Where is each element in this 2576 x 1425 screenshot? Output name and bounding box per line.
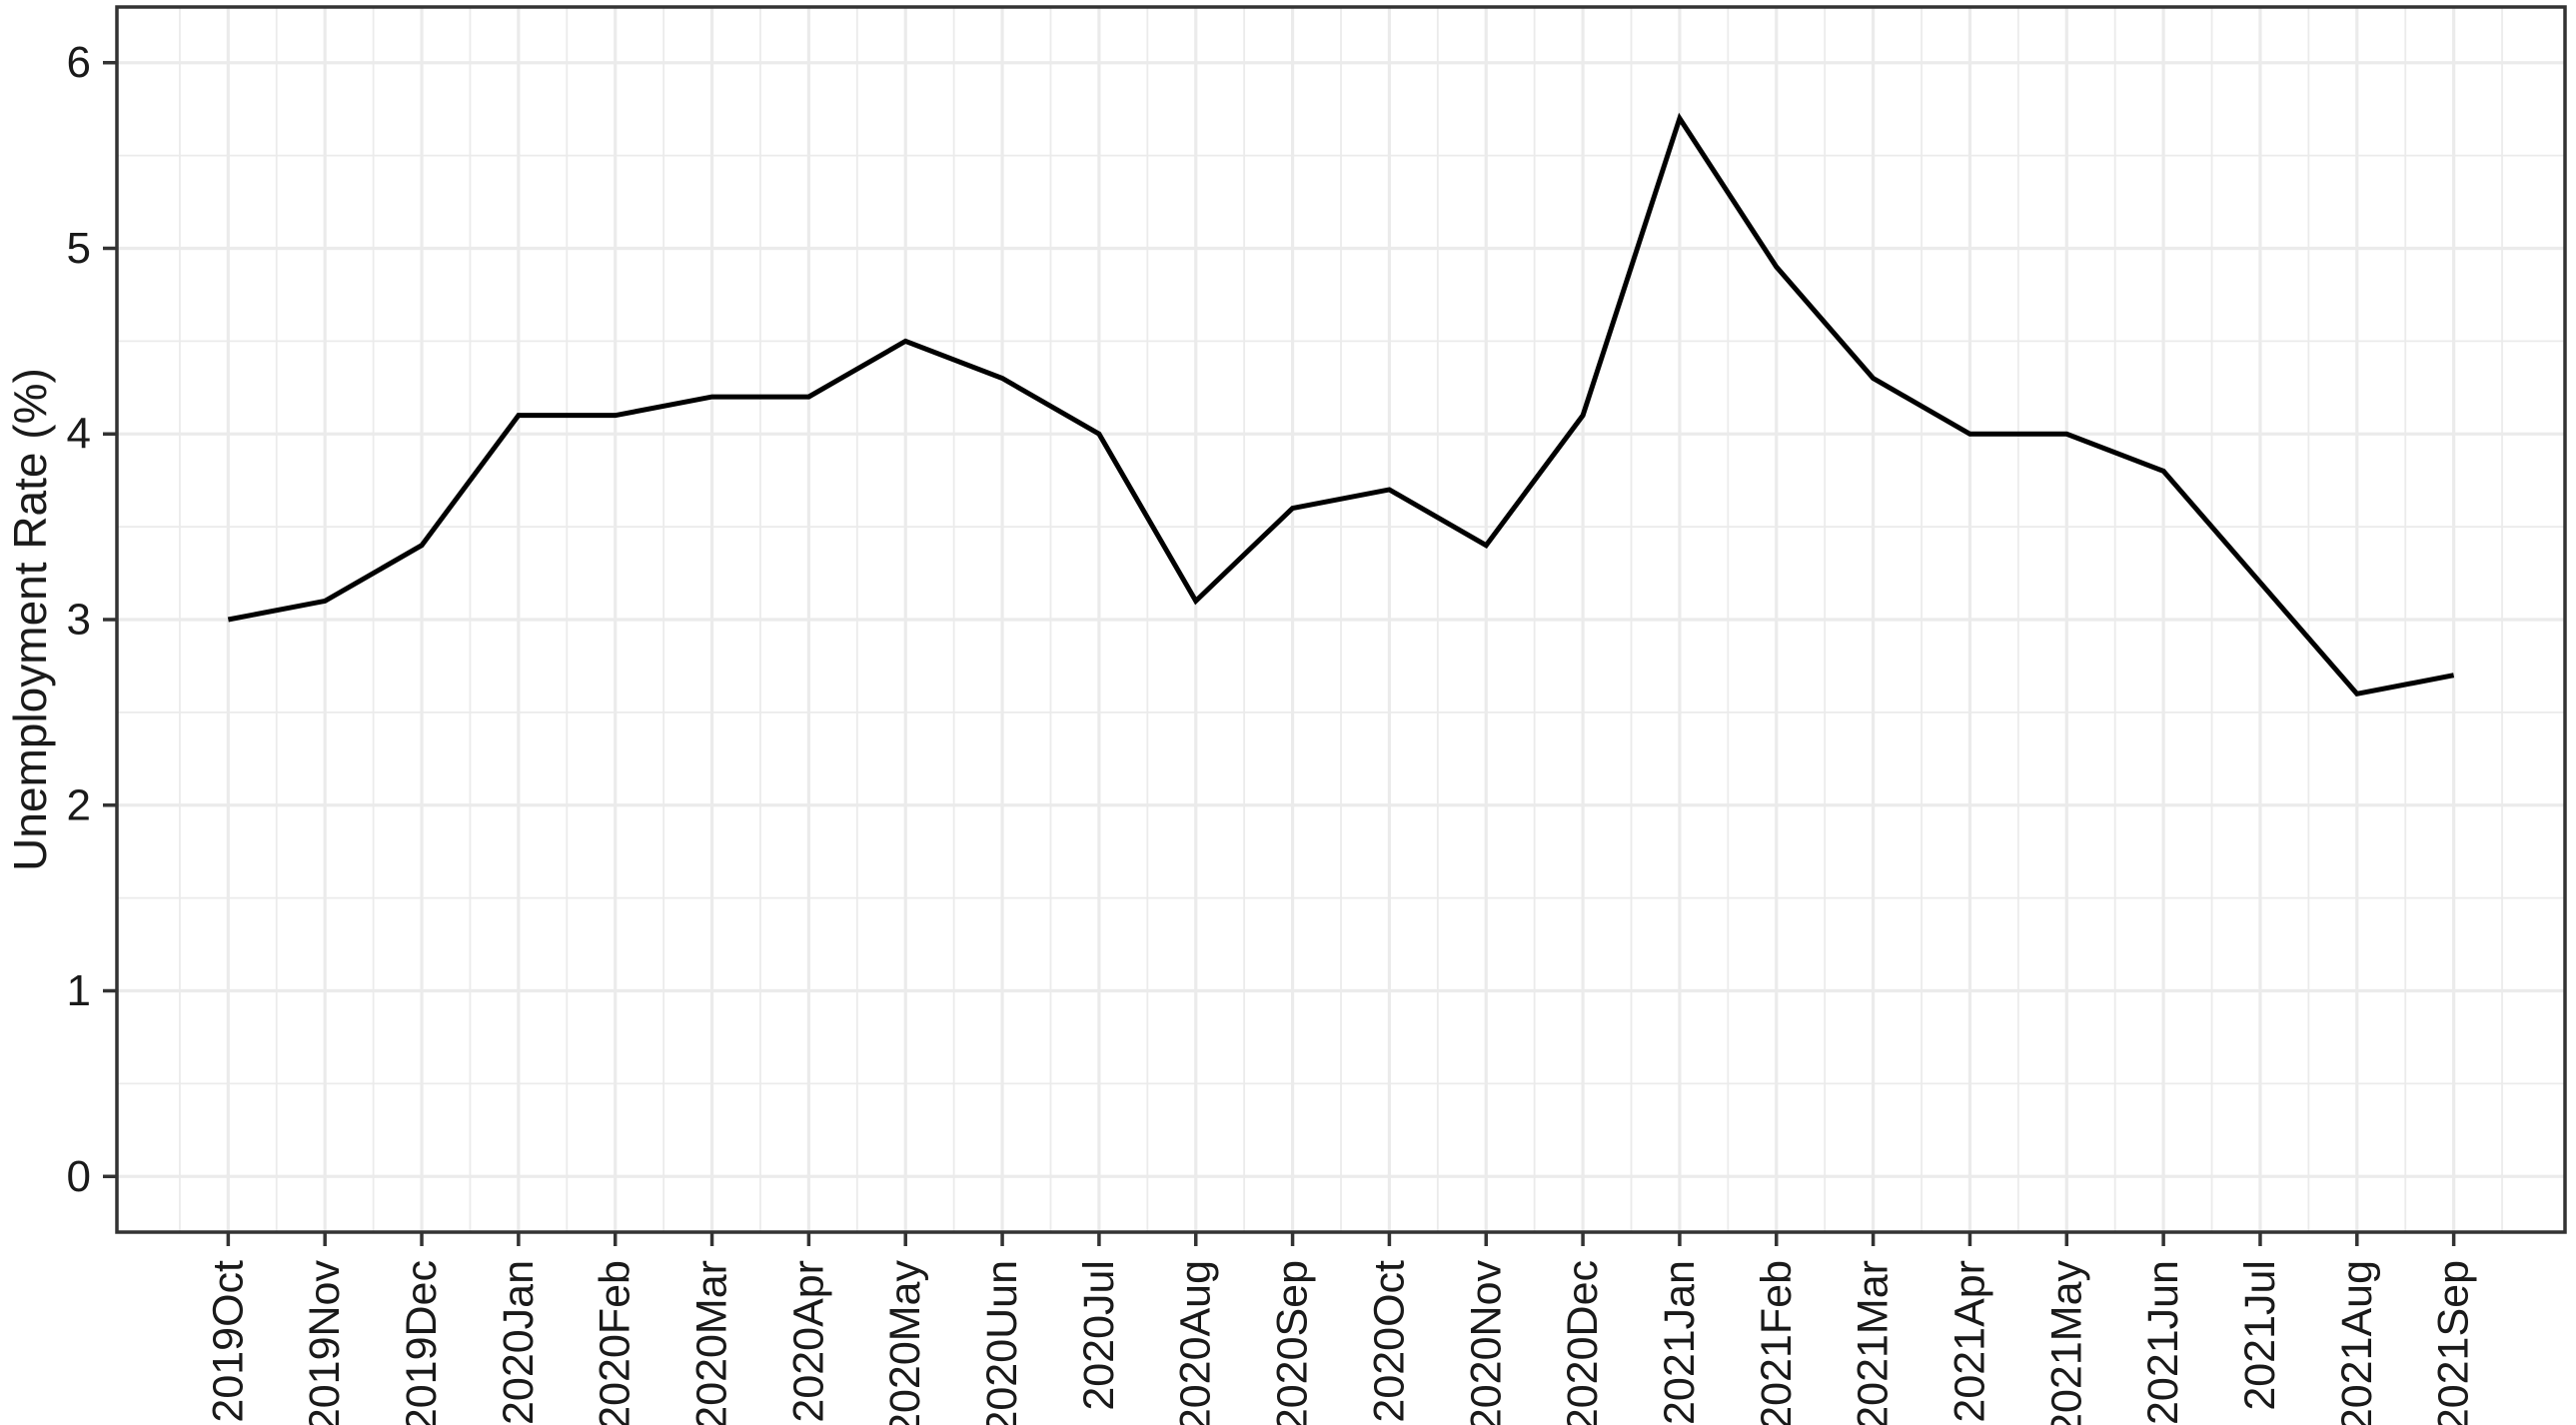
- x-tick-label: 2021Mar: [1850, 1260, 1898, 1425]
- x-tick-label: 2020Apr: [784, 1260, 832, 1423]
- x-tick-label: 2020Oct: [1365, 1260, 1413, 1423]
- x-tick-label: 2020Dec: [1559, 1260, 1607, 1425]
- x-tick-label: 2021Jun: [2139, 1260, 2187, 1425]
- x-tick-label: 2019Oct: [204, 1260, 252, 1423]
- y-axis-title: Unemployment Rate (%): [4, 368, 56, 871]
- y-tick-label: 5: [67, 224, 91, 273]
- x-tick-label: 2020Feb: [592, 1260, 640, 1425]
- x-tick-label: 2021Feb: [1753, 1260, 1801, 1425]
- x-tick-label: 2019Nov: [301, 1260, 349, 1425]
- x-tick-label: 2021Jul: [2236, 1260, 2284, 1411]
- x-tick-label: 2020Uun: [978, 1260, 1026, 1425]
- y-tick-label: 4: [67, 410, 91, 459]
- x-tick-label: 2020Nov: [1462, 1260, 1510, 1425]
- y-tick-label: 0: [67, 1152, 91, 1201]
- y-tick-label: 3: [67, 596, 91, 645]
- x-tick-label: 2020Aug: [1172, 1260, 1220, 1425]
- x-tick-label: 2021May: [2042, 1260, 2090, 1425]
- y-tick-label: 6: [67, 38, 91, 87]
- x-tick-label: 2021Sep: [2430, 1260, 2478, 1425]
- x-tick-label: 2020Jul: [1075, 1260, 1123, 1411]
- x-tick-label: 2019Dec: [398, 1260, 446, 1425]
- x-tick-label: 2020May: [881, 1260, 929, 1425]
- y-tick-label: 2: [67, 780, 91, 829]
- x-tick-label: 2021Aug: [2333, 1260, 2381, 1425]
- x-tick-label: 2021Apr: [1945, 1260, 1993, 1423]
- y-tick-label: 1: [67, 966, 91, 1015]
- x-tick-label: 2020Sep: [1269, 1260, 1317, 1425]
- x-tick-label: 2021Jan: [1656, 1260, 1704, 1425]
- data-line-unemployment: [227, 112, 2455, 698]
- x-tick-label: 2020Mar: [688, 1260, 736, 1425]
- x-tick-label: 2020Jan: [495, 1260, 543, 1425]
